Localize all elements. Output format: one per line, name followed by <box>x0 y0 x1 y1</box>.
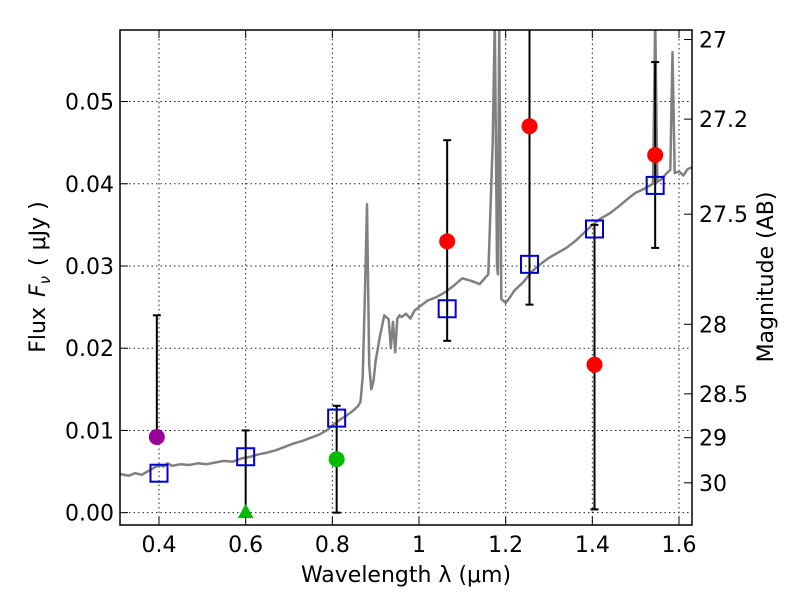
observed-flux-point <box>328 451 345 468</box>
y-tick-label: 0.02 <box>65 337 114 362</box>
right-tick-label: 28.5 <box>699 383 748 408</box>
y-axis-label-right: Magnitude (AB) <box>754 192 779 363</box>
model-spectrum-line <box>120 30 692 477</box>
model-photometry-square <box>645 175 665 195</box>
x-tick-label: 1.2 <box>488 533 523 558</box>
right-tick-label: 28 <box>699 313 727 338</box>
x-axis-label: Wavelength λ (μm) <box>301 563 511 588</box>
y-tick-label: 0.05 <box>65 91 114 116</box>
model-photometry-square <box>520 254 539 274</box>
model-photometry-square <box>585 219 604 239</box>
y-label-prefix: Flux <box>26 307 51 353</box>
y-tick-label: 0.01 <box>65 419 114 444</box>
right-tick-label: 27.5 <box>699 203 748 228</box>
observed-flux-point <box>439 233 456 250</box>
plot-background <box>120 30 692 525</box>
observed-flux-point <box>586 356 603 373</box>
x-tick-label: 0.6 <box>228 533 263 558</box>
y-label-units: ( μJy ) <box>26 201 51 266</box>
x-tick-label: 1.4 <box>575 533 610 558</box>
plot-series <box>120 30 692 519</box>
observed-flux-point <box>647 146 664 163</box>
observed-flux-point <box>521 118 538 135</box>
y-label-symbol: F <box>26 284 51 297</box>
right-tick-label: 27 <box>699 29 727 54</box>
y-axis-label-left: Flux Fν ( μJy ) <box>26 201 54 352</box>
plot-frame <box>119 29 693 526</box>
y-tick-label: 0.03 <box>65 255 114 280</box>
observed-flux-point <box>148 429 165 446</box>
grid-lines <box>120 30 692 525</box>
y-label-subscript: ν <box>36 276 54 284</box>
y-tick-label: 0.04 <box>65 173 114 198</box>
model-photometry-square <box>236 447 256 467</box>
right-tick-label: 30 <box>699 472 727 497</box>
model-photometry-square <box>437 299 457 319</box>
x-tick-label: 1.6 <box>662 533 697 558</box>
x-tick-label: 0.4 <box>142 533 177 558</box>
y-tick-label: 0.00 <box>65 502 114 527</box>
x-tick-label: 0.8 <box>315 533 350 558</box>
x-tick-label: 1 <box>412 533 426 558</box>
model-photometry-square <box>327 408 347 428</box>
tick-marks <box>120 30 692 525</box>
tick-labels: 0.4 0.6 0.8 1 1.2 1.4 1.6 0.00 0.01 0.02 0.03 0.04 0… <box>65 29 748 558</box>
right-tick-label: 29 <box>699 427 727 452</box>
right-tick-label: 27.2 <box>699 108 748 133</box>
model-photometry-square <box>149 463 169 483</box>
